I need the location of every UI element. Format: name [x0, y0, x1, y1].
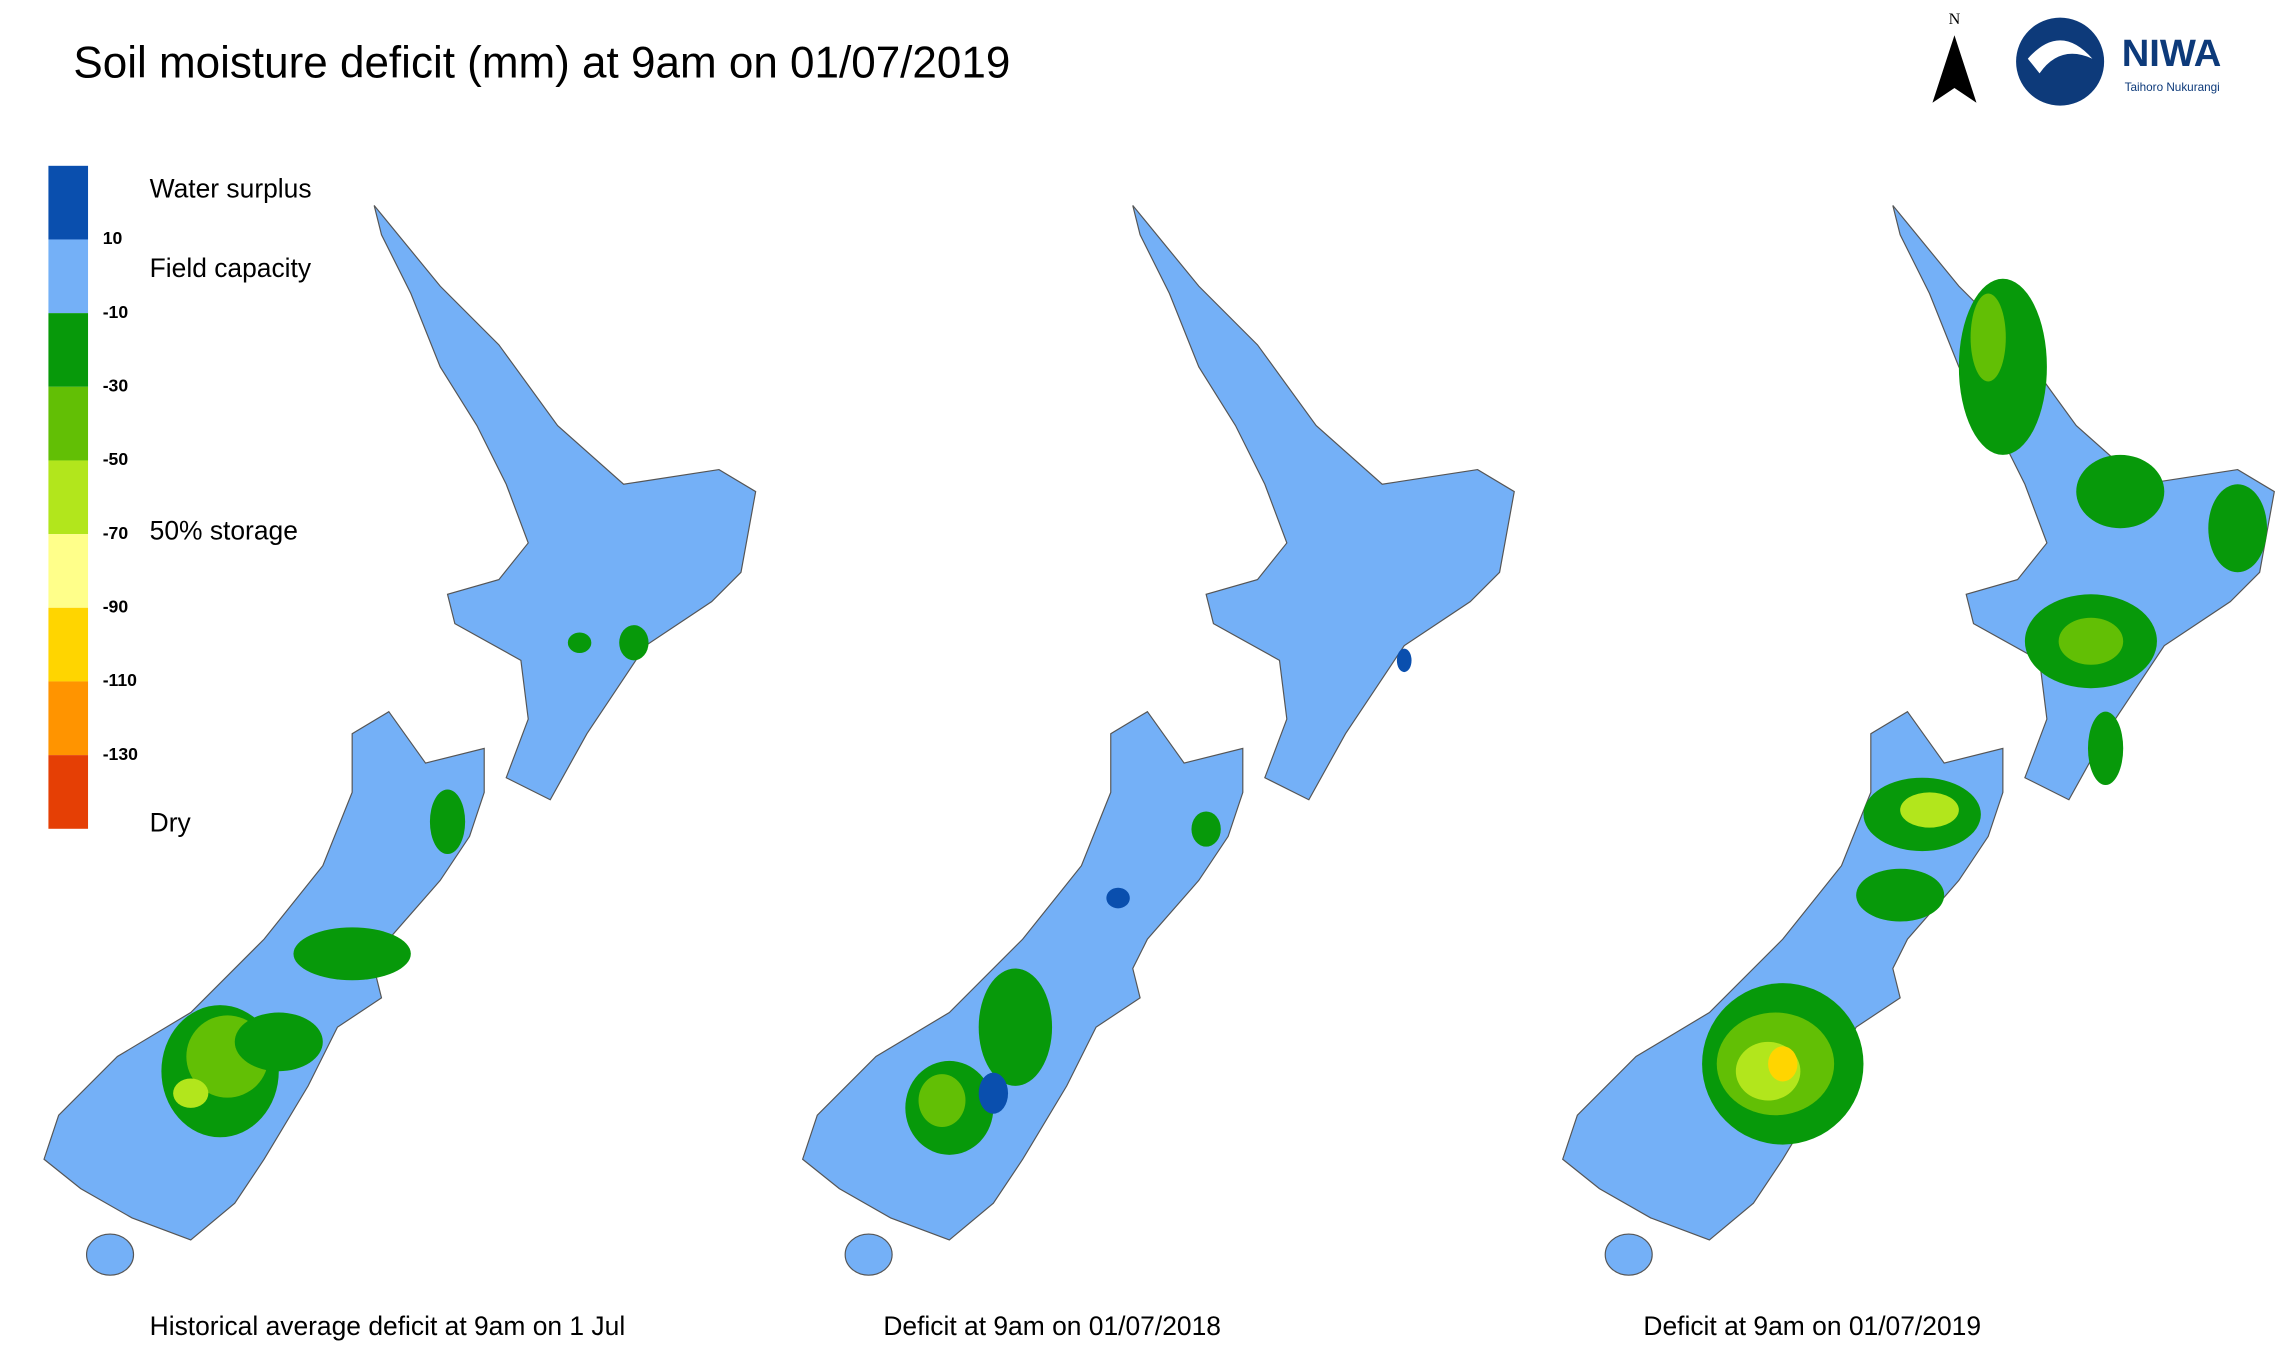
legend-tick-label: -130 [103, 744, 138, 764]
map-2018 [802, 204, 1515, 1276]
legend-swatch [48, 313, 89, 387]
legend-label: Water surplus [150, 174, 312, 204]
legend-swatch [48, 165, 89, 240]
legend-swatch [48, 755, 89, 829]
panel-caption: Deficit at 9am on 01/07/2019 [1643, 1311, 1981, 1341]
legend-tick-label: -110 [103, 670, 137, 690]
panel-caption: Historical average deficit at 9am on 1 J… [150, 1311, 626, 1341]
logo-subtitle: Taihoro Nukurangi [2125, 81, 2220, 94]
legend-swatch [48, 534, 89, 608]
legend-label: Dry [150, 808, 192, 838]
legend-tick-label: -70 [103, 523, 129, 543]
map-2019 [1562, 204, 2275, 1276]
legend-tick-label: -90 [103, 596, 129, 616]
legend-tick-label: -30 [103, 375, 129, 395]
legend-tick-label: -50 [103, 449, 129, 469]
map-historical [43, 204, 757, 1276]
legend-label: 50% storage [150, 516, 298, 546]
logo-mark [2016, 17, 2105, 106]
legend-tick-label: 10 [103, 228, 123, 248]
logo-text: NIWA [2122, 32, 2222, 75]
legend-swatch [48, 607, 89, 682]
legend-swatch [48, 460, 89, 535]
north-label: N [1949, 11, 1961, 28]
north-arrow [1932, 35, 1977, 103]
legend-swatch [48, 239, 89, 314]
logo-swirl [2027, 40, 2093, 74]
legend-label: Field capacity [150, 253, 312, 283]
legend-swatch [48, 386, 89, 461]
legend-tick-label: -10 [103, 302, 129, 322]
legend-swatch [48, 681, 89, 756]
title: Soil moisture deficit (mm) at 9am on 01/… [73, 39, 1010, 88]
panel-caption: Deficit at 9am on 01/07/2018 [883, 1311, 1221, 1341]
